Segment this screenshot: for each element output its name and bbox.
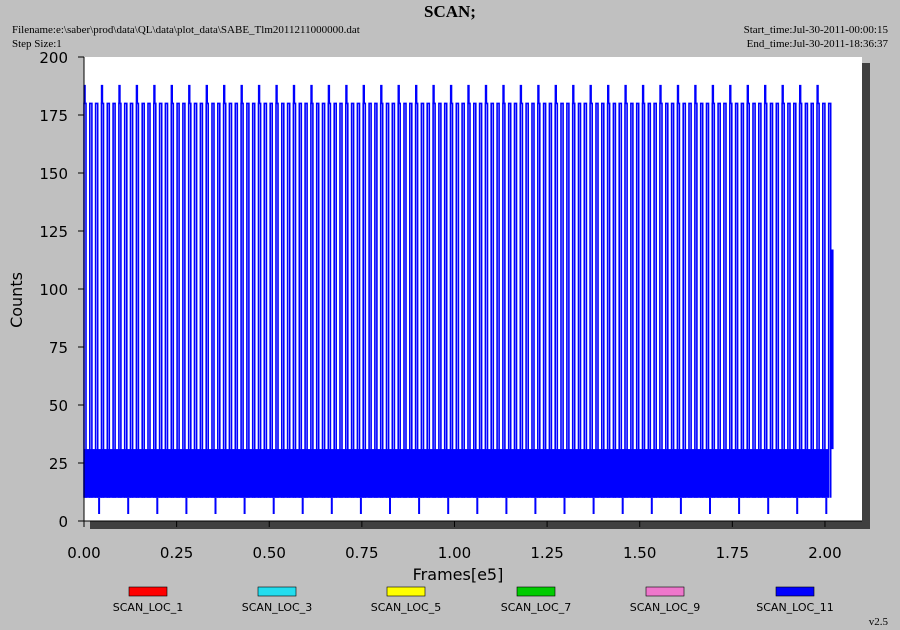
legend-swatch-4 xyxy=(645,586,685,597)
legend-swatch-5 xyxy=(775,586,815,597)
legend-label-1: SCAN_LOC_3 xyxy=(242,601,313,614)
legend-label-3: SCAN_LOC_7 xyxy=(501,601,572,614)
version-label: v2.5 xyxy=(868,616,888,628)
chart-title: SCAN; xyxy=(424,2,476,21)
y-tick-label-2: 50 xyxy=(49,397,68,415)
legend: SCAN_LOC_1 SCAN_LOC_3 SCAN_LOC_5 SCAN_LOC_7… xyxy=(113,586,834,614)
x-tick-label-6: 1.50 xyxy=(623,544,656,562)
y-tick-label-1: 25 xyxy=(49,455,68,473)
legend-swatch-1 xyxy=(257,586,297,597)
series-layer xyxy=(83,84,834,515)
x-tick-label-4: 1.00 xyxy=(438,544,471,562)
x-axis-title: Frames[e5] xyxy=(413,565,504,584)
end-time-label: End_time:Jul-30-2011-18:36:37 xyxy=(746,38,888,50)
x-tick-label-2: 0.50 xyxy=(253,544,286,562)
x-tick-group: 0.00 0.25 0.50 0.75 1.00 1.25 1.50 1.75 2.00 xyxy=(67,521,842,562)
x-tick-label-3: 0.75 xyxy=(345,544,378,562)
legend-label-4: SCAN_LOC_9 xyxy=(630,601,701,614)
legend-label-2: SCAN_LOC_5 xyxy=(371,601,442,614)
legend-label-0: SCAN_LOC_1 xyxy=(113,601,184,614)
y-tick-label-8: 200 xyxy=(39,49,68,67)
legend-swatch-0 xyxy=(128,586,168,597)
start-time-label: Start_time:Jul-30-2011-00:00:15 xyxy=(743,24,888,36)
legend-swatch-2 xyxy=(386,586,426,597)
x-tick-label-8: 2.00 xyxy=(808,544,841,562)
x-tick-label-1: 0.25 xyxy=(160,544,193,562)
scan-loc-11-spikes xyxy=(83,84,819,104)
step-size-label: Step Size:1 xyxy=(12,38,62,50)
y-axis-title: Counts xyxy=(7,272,26,328)
legend-swatch-3 xyxy=(516,586,556,597)
legend-label-5: SCAN_LOC_11 xyxy=(756,601,834,614)
y-tick-label-0: 0 xyxy=(58,513,68,531)
y-tick-label-6: 150 xyxy=(39,165,68,183)
filename-label: Filename:e:\saber\prod\data\QL\data\plot… xyxy=(12,24,360,36)
x-tick-label-5: 1.25 xyxy=(530,544,563,562)
x-tick-label-0: 0.00 xyxy=(67,544,100,562)
y-tick-group: 0 25 50 75 100 125 150 175 200 xyxy=(39,49,84,531)
scan-loc-11-dips xyxy=(98,497,828,515)
y-tick-label-3: 75 xyxy=(49,339,68,357)
y-tick-label-4: 100 xyxy=(39,281,68,299)
y-tick-label-5: 125 xyxy=(39,223,68,241)
x-tick-label-7: 1.75 xyxy=(716,544,749,562)
y-tick-label-7: 175 xyxy=(39,107,68,125)
